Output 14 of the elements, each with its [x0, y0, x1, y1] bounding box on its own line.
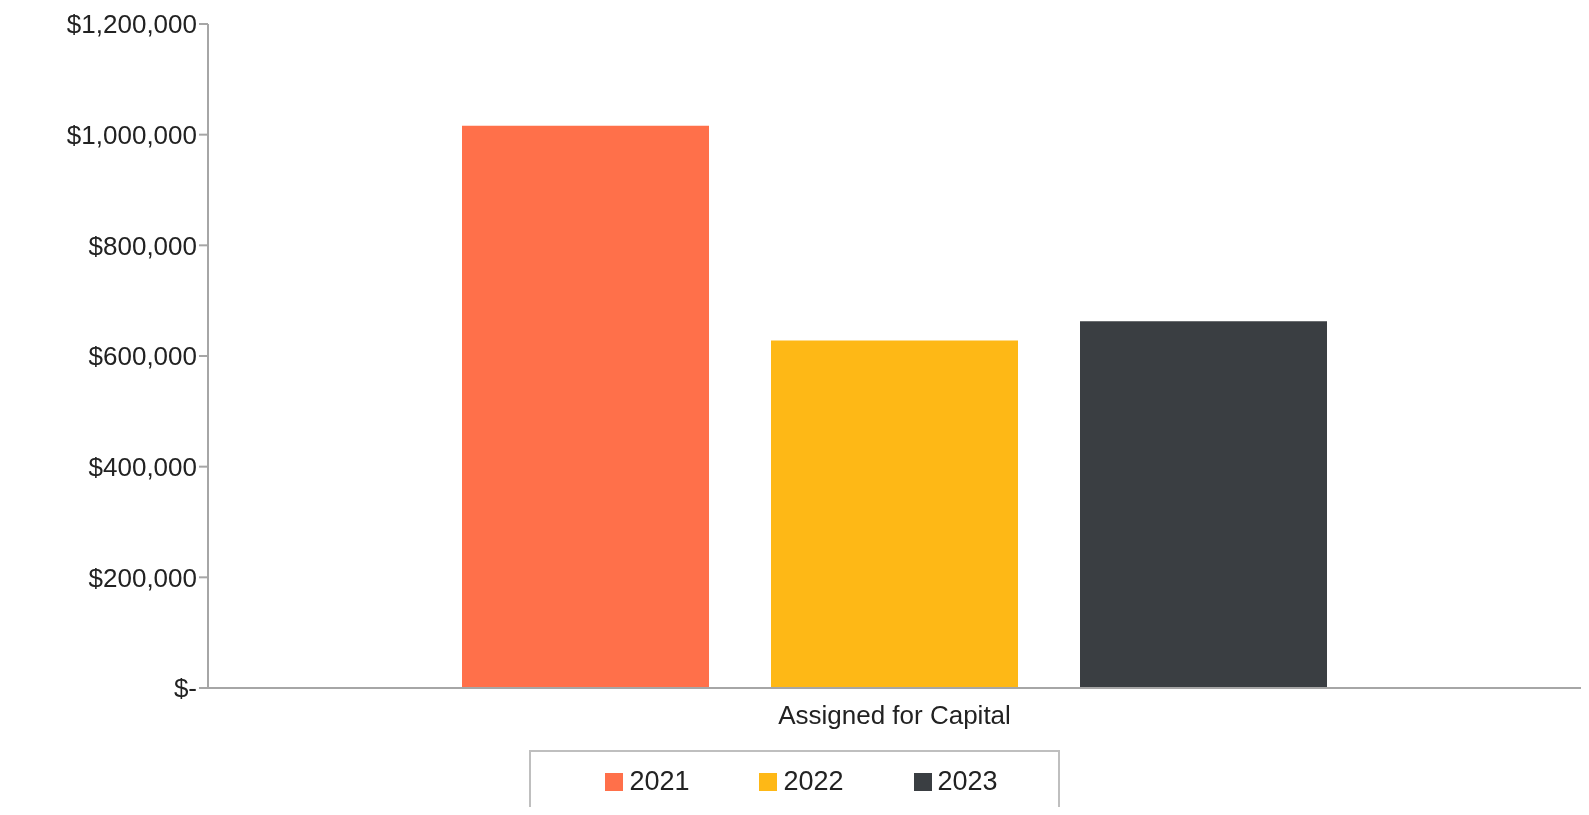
bar	[462, 125, 710, 688]
legend-label: 2021	[628, 766, 690, 797]
y-tick-label: $800,000	[88, 230, 197, 261]
legend-label: 2022	[782, 766, 844, 797]
y-tick-label: $1,000,000	[66, 119, 197, 150]
y-tick-label: $-	[173, 673, 197, 704]
y-tick-label: $600,000	[88, 341, 197, 372]
x-tick-label: Assigned for Capital	[778, 700, 1011, 731]
legend-label: 2023	[936, 766, 998, 797]
bar	[1080, 321, 1328, 688]
y-tick-label: $400,000	[88, 451, 197, 482]
y-tick-label: $1,200,000	[66, 9, 197, 40]
y-tick-label: $200,000	[88, 562, 197, 593]
bar	[771, 340, 1019, 688]
